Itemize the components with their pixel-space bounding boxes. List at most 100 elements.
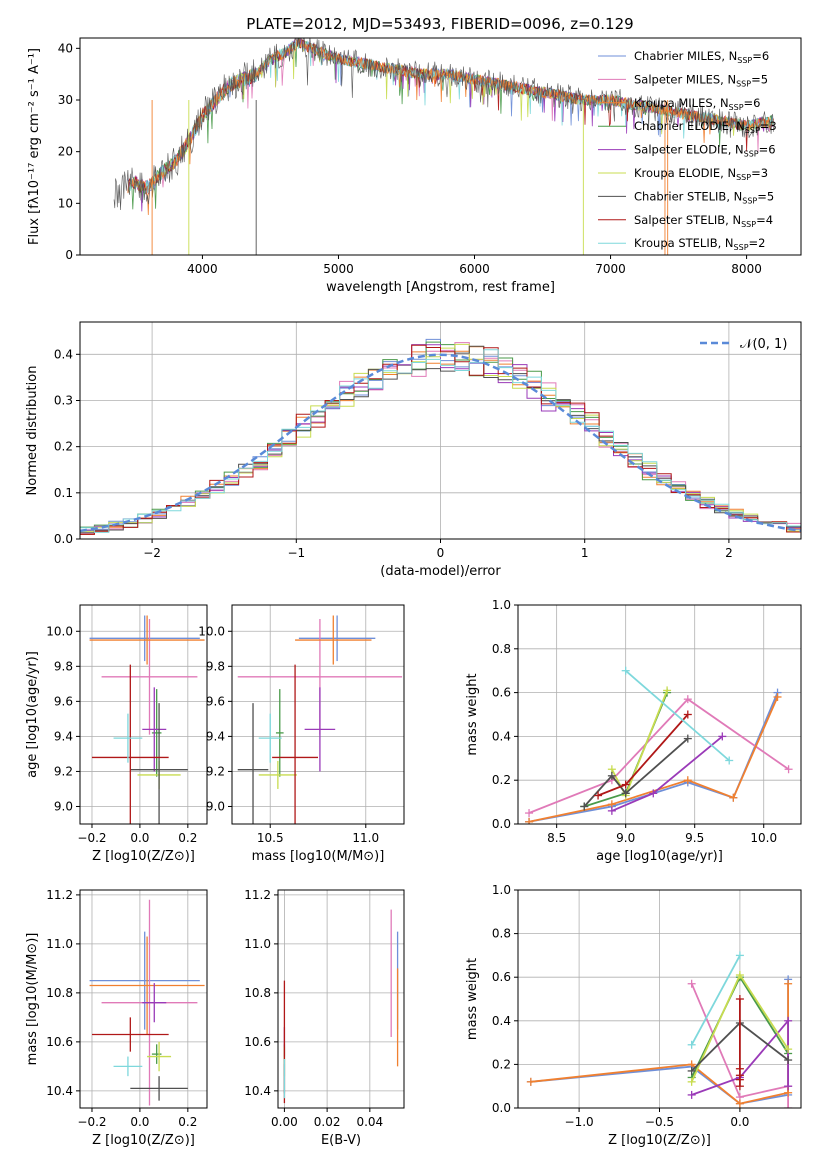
y-tick-label: 10 [58,196,73,210]
panel-massweight-vs-Z: −1.0 −0.5 0.0 0.0 0.2 0.4 0.6 0.8 1.0 Z [log10(Z/… [465,883,802,1148]
plot-area [89,899,205,1106]
y-tick-label: 9.2 [54,764,73,778]
mass-weight-series-8 [625,670,730,762]
y-tick-label: 0.4 [492,729,511,743]
x-tick-label: 0.2 [178,831,197,845]
x-tick-label: −1.0 [565,1115,594,1129]
axes-frame [79,37,802,256]
legend-label: Kroupa MILES, NSSP=6 [634,96,760,112]
plot-area [113,38,774,255]
y-tick-label: 9.0 [206,799,225,813]
panel-spectrum: 4000 5000 6000 7000 8000 0 10 20 30 40 wavelength … [27,37,802,295]
y-tick-label: 0.1 [54,486,73,500]
y-tick-label: 0.4 [492,1014,511,1028]
x-tick-label: 0.02 [314,1115,341,1129]
plot-area [89,615,205,824]
x-tick-label: 9.5 [685,831,704,845]
axes-frame [517,604,802,825]
y-tick-label: 9.4 [54,729,73,743]
panel-age-vs-Z: −0.2 0.0 0.2 9.0 9.2 9.4 9.6 9.8 10.0 Z [log10(Z/… [25,604,208,864]
panel-mass-vs-EBV: 0.00 0.02 0.04 10.4 10.6 10.8 11.0 11.2 E(B-V) [244,888,405,1148]
x-tick-label: −0.2 [77,1115,106,1129]
y-tick-label: 0.4 [54,347,73,361]
y-tick-label: 20 [58,145,73,159]
y-tick-label: 0.8 [492,927,511,941]
y-tick-label: 11.0 [46,937,73,951]
figure-title: PLATE=2012, MJD=53493, FIBERID=0096, z=0… [246,15,633,33]
legend-label: Salpeter STELIB, NSSP=4 [634,213,773,229]
legend-label: Salpeter ELODIE, NSSP=6 [634,143,776,159]
x-axis-label: Z [log10(Z/Z⊙)] [92,1133,195,1148]
y-tick-label: 40 [58,41,73,55]
x-tick-label: 6000 [459,262,490,276]
x-axis-label: age [log10(age/yr)] [596,849,723,864]
y-tick-label: 0.2 [492,773,511,787]
y-tick-label: 9.8 [54,659,73,673]
x-tick-label: 7000 [595,262,626,276]
axes-frame [517,889,802,1109]
x-tick-label: −2 [143,546,161,560]
x-tick-label: 0 [437,546,445,560]
y-tick-label: 11.0 [244,937,271,951]
y-axis-label: mass weight [465,958,480,1040]
plot-layer: 4000 5000 6000 7000 8000010203040wavelength … [25,37,802,1148]
y-tick-label: 1.0 [492,883,511,897]
x-axis-label: (data-model)/error [380,564,501,579]
x-axis-label: Z [log10(Z/Z⊙)] [92,849,195,864]
y-tick-label: 10.8 [244,986,271,1000]
plot-area [237,615,403,824]
x-tick-label: 11.0 [352,831,379,845]
mass-weight-series-5 [611,690,668,798]
axes-frame [79,321,802,540]
y-tick-label: 10.6 [244,1035,271,1049]
mass-weight-series-4 [691,1018,789,1096]
panel-age-vs-mass: 10.5 11.0 9.0 9.2 9.4 9.6 9.8 10.0 mass [log10(M… [198,604,405,864]
y-tick-label: 0.2 [54,440,73,454]
legend-label: Kroupa ELODIE, NSSP=3 [634,166,768,182]
panel-mass-vs-Z: −0.2 0.0 0.2 10.4 10.6 10.8 11.0 11.2 Z [log10(Z… [25,888,208,1148]
y-tick-label: 0.8 [492,642,511,656]
y-tick-label: 10.0 [198,624,225,638]
axes-frame [79,604,208,825]
x-tick-label: 1 [581,546,589,560]
axes-frame [277,889,405,1109]
x-tick-label: 0.0 [130,831,149,845]
y-tick-label: 0.0 [492,817,511,831]
x-tick-label: 10.5 [257,831,284,845]
y-tick-label: 10.6 [46,1035,73,1049]
y-tick-label: 0.6 [492,686,511,700]
x-tick-label: 5000 [323,262,354,276]
x-tick-label: 0.0 [730,1115,749,1129]
y-axis-label: mass [log10(M/M⊙)] [25,933,40,1066]
plot-area [283,909,399,1104]
legend-label: Chabrier MILES, NSSP=6 [634,49,769,65]
y-tick-label: 10.4 [46,1084,73,1098]
y-tick-label: 0.0 [492,1101,511,1115]
legend-label: Chabrier ELODIE, NSSP=3 [634,119,777,135]
x-tick-label: 0.04 [356,1115,383,1129]
x-tick-label: 2 [725,546,733,560]
normal-curve [80,353,801,533]
y-axis-label: Normed distribution [25,366,40,496]
y-axis-label: mass weight [465,673,480,755]
x-tick-label: 0.00 [271,1115,298,1129]
x-tick-label: −0.5 [645,1115,674,1129]
legend-label: Chabrier STELIB, NSSP=5 [634,189,774,205]
y-tick-label: 10.0 [46,624,73,638]
plot-area [80,338,801,535]
y-tick-label: 0.6 [492,970,511,984]
legend-label: 𝒩(0, 1) [740,337,787,352]
y-tick-label: 0 [65,248,73,262]
legend-label: Salpeter MILES, NSSP=5 [634,72,768,88]
mass-weight-series-6 [583,737,689,808]
mass-weight-series-1 [690,983,789,1108]
mass-weight-series-0 [528,692,779,823]
x-tick-label: 0.2 [178,1115,197,1129]
mass-weight-series-8 [690,954,741,1046]
panel-residuals: −2 −1 0 1 2 0.0 0.1 0.2 0.3 0.4 (data-model)/error… [25,321,802,579]
y-tick-label: 10.4 [244,1084,271,1098]
spectrum-legend: Chabrier MILES, NSSP=6 Salpeter MILES, NS… [598,49,777,252]
axes-frame [79,889,208,1109]
y-tick-label: 9.8 [206,659,225,673]
